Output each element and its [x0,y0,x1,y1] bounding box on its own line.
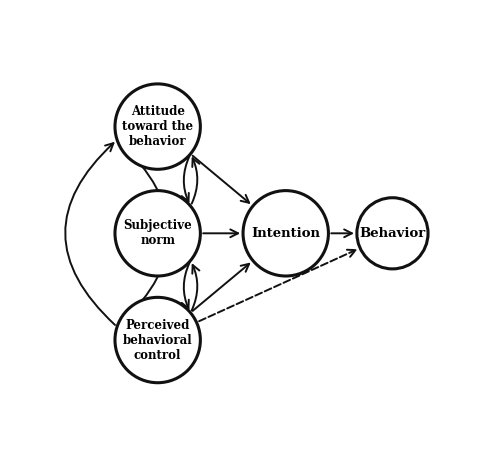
Text: Subjective
norm: Subjective norm [123,219,192,247]
Circle shape [115,298,200,383]
Text: Behavior: Behavior [359,227,425,240]
Text: Perceived
behavioral
control: Perceived behavioral control [123,318,192,362]
Circle shape [242,191,328,276]
Circle shape [356,198,427,269]
Text: Attitude
toward the
behavior: Attitude toward the behavior [122,105,193,148]
Circle shape [115,84,200,169]
Text: Intention: Intention [250,227,320,240]
Circle shape [115,191,200,276]
